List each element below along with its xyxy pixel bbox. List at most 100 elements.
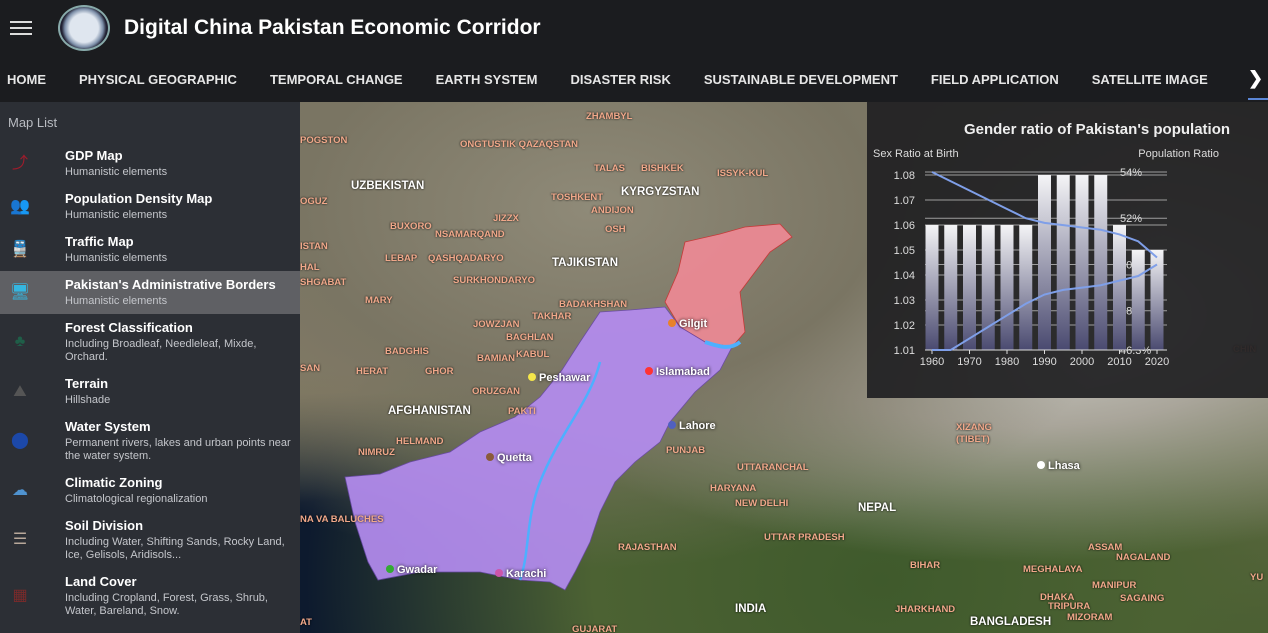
map-label: SAN [300,363,321,374]
map-label: UTTAR PRADESH [764,532,845,543]
nav-field-application[interactable]: FIELD APPLICATION [930,71,1059,87]
map-label: GHOR [425,366,454,377]
city-name: Lhasa [1048,460,1080,472]
map-label: BANGLADESH [970,616,1052,628]
city-label[interactable]: Gwadar [386,564,437,576]
map-list-item[interactable]: ⬤ Water System Permanent rivers, lakes and… [0,413,300,469]
city-label[interactable]: Lahore [668,420,716,432]
nav-disaster-risk[interactable]: DISASTER RISK [570,71,671,87]
map-label: BADGHIS [385,346,429,357]
y-tick-label: 1.05 [894,245,915,257]
city-name: Lahore [679,420,716,432]
bar [925,225,939,350]
map-list-item[interactable]: ♣ Forest Classification Including Broadlea… [0,314,300,370]
x-tick-label: 2010 [1107,356,1131,368]
pakistan-region[interactable] [344,306,733,591]
map-label: PUNJAB [666,445,706,456]
map-label: MANIPUR [1092,580,1137,591]
map-item-subtitle: Humanistic elements [65,209,168,221]
trend-line-icon: ⤴ [11,154,28,172]
map-label: SAGAING [1120,593,1165,604]
map-list-item[interactable]: ⛰ Terrain Hillshade [0,370,300,413]
water-icon: ⬤ [11,432,29,449]
map-list-item[interactable]: ☰ Soil Division Including Water, Shifting … [0,512,300,568]
hamburger-icon[interactable] [10,17,32,39]
map-label: QASHQADARYO [428,253,504,264]
city-name: Peshawar [539,372,591,384]
map-label: UZBEKISTAN [351,180,425,192]
bar [1056,175,1070,350]
nav-earth-system[interactable]: EARTH SYSTEM [435,71,538,87]
city-label[interactable]: Karachi [495,568,546,580]
map-list-item[interactable]: ⤴ GDP Map Humanistic elements [0,142,300,185]
map-label: KYRGYZSTAN [621,186,700,198]
map-label: AT [300,617,312,628]
bar [1038,175,1051,350]
x-tick-label: 1990 [1032,356,1056,368]
map-label: BISHKEK [641,163,684,174]
bar [1113,225,1126,350]
city-label[interactable]: Quetta [486,452,532,464]
nav-satellite-image[interactable]: SATELLITE IMAGE [1091,71,1208,87]
y-tick-label: 1.02 [894,320,915,332]
city-marker-icon [386,565,394,573]
map-label: JOWZJAN [473,319,520,330]
city-label[interactable]: Peshawar [528,372,590,384]
map-list-item[interactable]: ▦ Land Cover Including Cropland, Forest, G… [0,568,300,624]
map-list-item[interactable]: ☁ Climatic Zoning Climatological regionali… [0,469,300,512]
nav-sustainable-development[interactable]: SUSTAINABLE DEVELOPMENT [703,71,898,87]
y-tick-label: 1.04 [894,270,915,282]
map-list-sidebar: Map List ⤴ GDP Map Humanistic elements 👥 Pop… [0,102,300,633]
map-shapes [344,223,793,591]
y2-axis-label: Population Ratio [1138,148,1219,160]
map-label: ORUZGAN [472,386,521,397]
nav-next-icon[interactable]: ❯ [1248,68,1268,100]
map-label: HERAT [356,366,389,377]
series-line [931,171,1158,259]
city-label[interactable]: Islamabad [645,366,710,378]
map-label: XIZANG [956,422,992,433]
map-label: RAJASTHAN [618,542,677,553]
map-item-title: Traffic Map [65,234,134,249]
map-label: ISSYK-KUL [717,168,769,179]
tree-icon: ♣ [14,333,26,350]
city-label[interactable]: Lhasa [1037,460,1080,472]
nav-temporal-change[interactable]: TEMPORAL CHANGE [269,71,403,87]
gilgit-baltistan-region[interactable] [664,223,793,348]
map-list-item[interactable]: 🖥 Pakistan's Administrative Borders Humani… [0,271,300,314]
map-item-title: Terrain [65,376,109,391]
map-label: (TIBET) [956,434,990,445]
map-label: NEPAL [858,502,897,514]
map-item-title: Pakistan's Administrative Borders [65,277,276,292]
map-label: POGSTON [300,135,348,146]
city-label[interactable]: Gilgit [668,318,707,330]
map-label: NAGALAND [1116,552,1171,563]
people-icon: 👥 [10,197,30,215]
top-bar: Digital China Pakistan Economic Corridor [0,0,1268,56]
map-label: ANDIJON [591,205,634,216]
y-axis-label: Sex Ratio at Birth [873,148,959,160]
map-label: TAKHAR [532,311,572,322]
nav-home[interactable]: HOME [7,71,46,87]
main-nav: HOME PHYSICAL GEOGRAPHIC TEMPORAL CHANGE EA… [0,56,1268,102]
y-tick-label: 1.01 [894,345,915,357]
map-label: ISTAN [300,241,328,252]
y2-tick-label: 54% [1120,167,1142,179]
map-list-item[interactable]: 🚆 Traffic Map Humanistic elements [0,228,300,271]
x-tick-label: 2020 [1145,356,1169,368]
map-label: ASSAM [1088,542,1123,553]
x-tick-label: 1960 [920,356,944,368]
nav-physical-geographic[interactable]: PHYSICAL GEOGRAPHIC [79,71,237,87]
map-label: ONGTUSTIK QAZAQSTAN [460,139,579,150]
map-item-subtitle: Including Water, Shifting Sands, Rocky L… [65,536,285,561]
map-item-subtitle: Including Broadleaf, Needleleaf, Mixde, … [65,338,257,363]
y-tick-label: 1.07 [894,195,915,207]
map-list-item[interactable]: 👥 Population Density Map Humanistic elemen… [0,185,300,228]
map-label: UTTARANCHAL [737,462,809,473]
map-item-subtitle: Climatological regionalization [65,493,208,505]
map-label: BAMIAN [477,353,515,364]
map-label: TRIPURA [1048,601,1091,612]
x-tick-label: 2000 [1070,356,1094,368]
map-label: OSH [605,224,626,235]
map-label: BADAKHSHAN [559,299,628,310]
